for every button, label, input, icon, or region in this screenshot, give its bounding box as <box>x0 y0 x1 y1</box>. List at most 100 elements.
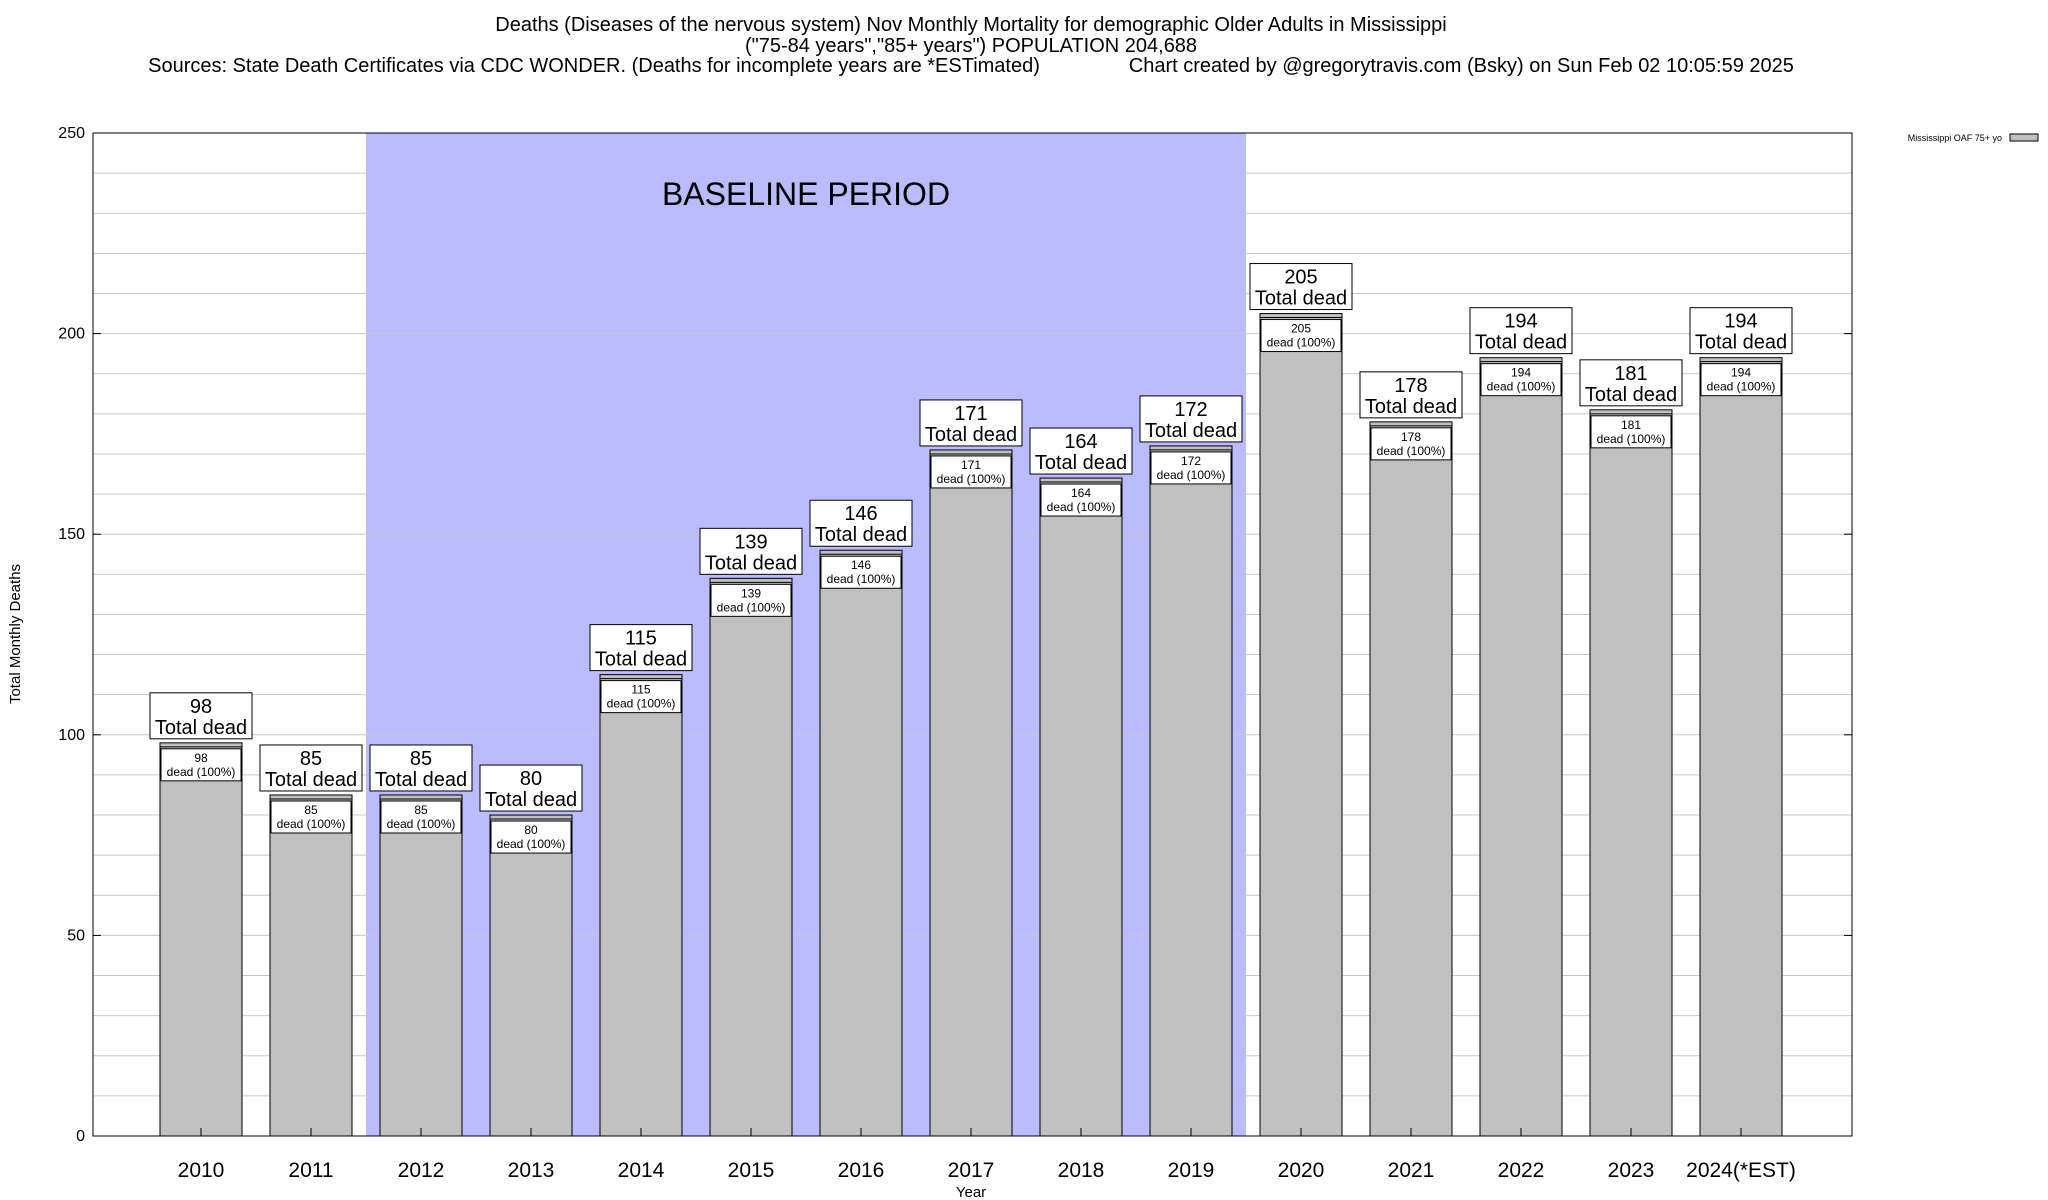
inner-value-label: 181 <box>1621 418 1641 432</box>
top-total-label: Total dead <box>705 552 797 574</box>
top-total-label: Total dead <box>155 717 247 739</box>
inner-value-label: 98 <box>194 751 208 765</box>
top-label-box <box>1689 307 1793 355</box>
inner-percent-label: dead (100%) <box>937 472 1006 486</box>
inner-value-label: 146 <box>851 558 871 572</box>
bar <box>489 814 573 1137</box>
y-tick-label: 50 <box>67 927 85 944</box>
top-value-label: 98 <box>190 696 212 718</box>
top-value-label: 115 <box>625 628 657 650</box>
x-tick-label: 2015 <box>728 1159 775 1182</box>
top-label-box <box>1469 307 1573 355</box>
x-tick-label: 2014 <box>618 1159 665 1182</box>
x-tick-label: 2023 <box>1608 1159 1655 1182</box>
y-tick-label: 100 <box>58 727 85 744</box>
inner-value-label: 178 <box>1401 430 1421 444</box>
top-value-label: 80 <box>520 768 542 790</box>
inner-percent-label: dead (100%) <box>1487 380 1556 394</box>
top-total-label: Total dead <box>1475 332 1567 354</box>
top-total-label: Total dead <box>595 649 687 671</box>
top-label-box <box>699 527 803 575</box>
inner-value-label: 85 <box>304 803 318 817</box>
x-tick-label: 2021 <box>1388 1159 1435 1182</box>
bar <box>159 742 243 1137</box>
top-value-label: 194 <box>1724 311 1757 333</box>
chart-subtitle: ("75-84 years","85+ years") POPULATION 2… <box>745 35 1197 57</box>
inner-percent-label: dead (100%) <box>167 765 236 779</box>
bar <box>819 549 903 1137</box>
top-total-label: Total dead <box>1255 288 1347 310</box>
inner-label-box <box>1260 319 1342 353</box>
top-total-label: Total dead <box>1365 396 1457 418</box>
bar <box>1479 357 1563 1137</box>
inner-percent-label: dead (100%) <box>1157 468 1226 482</box>
inner-percent-label: dead (100%) <box>1597 432 1666 446</box>
inner-label-box <box>1150 451 1232 485</box>
inner-percent-label: dead (100%) <box>1377 444 1446 458</box>
y-tick-label: 150 <box>58 526 85 543</box>
inner-value-label: 172 <box>1181 454 1201 468</box>
top-total-label: Total dead <box>1585 384 1677 406</box>
y-axis-label: Total Monthly Deaths <box>7 564 24 704</box>
top-value-label: 85 <box>300 748 322 770</box>
chart-title: Deaths (Diseases of the nervous system) … <box>495 14 1446 36</box>
top-label-box <box>809 499 913 547</box>
legend-swatch <box>2009 133 2039 142</box>
bar <box>929 449 1013 1137</box>
top-value-label: 194 <box>1504 311 1537 333</box>
inner-label-box <box>710 583 792 617</box>
inner-value-label: 85 <box>414 803 428 817</box>
x-tick-label: 2017 <box>948 1159 995 1182</box>
y-tick-label: 0 <box>76 1128 85 1145</box>
inner-value-label: 164 <box>1071 486 1091 500</box>
inner-label-box <box>1370 427 1452 461</box>
top-total-label: Total dead <box>1145 420 1237 442</box>
x-tick-label: 2012 <box>398 1159 445 1182</box>
x-axis-label: Year <box>956 1184 986 1200</box>
y-tick-label: 250 <box>58 125 85 142</box>
top-label-box <box>479 764 583 812</box>
bar <box>269 794 353 1137</box>
top-total-label: Total dead <box>925 424 1017 446</box>
top-total-label: Total dead <box>815 524 907 546</box>
inner-label-box <box>1040 483 1122 517</box>
inner-label-box <box>490 820 572 854</box>
bar <box>1699 357 1783 1137</box>
x-tick-label: 2020 <box>1278 1159 1325 1182</box>
inner-percent-label: dead (100%) <box>387 817 456 831</box>
inner-percent-label: dead (100%) <box>277 817 346 831</box>
bar <box>1149 445 1233 1137</box>
top-value-label: 146 <box>844 503 877 525</box>
top-total-label: Total dead <box>1695 332 1787 354</box>
top-label-box <box>149 692 253 740</box>
y-tick-label: 200 <box>58 326 85 343</box>
inner-label-box <box>1590 415 1672 449</box>
x-tick-label: 2016 <box>838 1159 885 1182</box>
inner-percent-label: dead (100%) <box>1047 500 1116 514</box>
bar <box>709 577 793 1137</box>
inner-value-label: 139 <box>741 586 761 600</box>
inner-percent-label: dead (100%) <box>1707 380 1776 394</box>
top-total-label: Total dead <box>265 769 357 791</box>
x-tick-label: 2010 <box>178 1159 225 1182</box>
inner-label-box <box>1700 363 1782 397</box>
top-value-label: 164 <box>1064 431 1097 453</box>
x-tick-label: 2024(*EST) <box>1686 1159 1796 1182</box>
chart-source-line: Sources: State Death Certificates via CD… <box>148 55 1794 77</box>
inner-value-label: 115 <box>631 683 650 697</box>
bar <box>599 674 683 1137</box>
x-tick-label: 2022 <box>1498 1159 1545 1182</box>
inner-label-box <box>380 800 462 834</box>
legend-label: Mississippi OAF 75+ yo <box>1908 133 2002 143</box>
baseline-period-label: BASELINE PERIOD <box>662 176 950 212</box>
top-value-label: 139 <box>734 531 767 553</box>
top-label-box <box>1359 371 1463 419</box>
top-label-box <box>1249 263 1353 311</box>
top-label-box <box>1579 359 1683 407</box>
inner-percent-label: dead (100%) <box>1267 336 1336 350</box>
top-label-box <box>369 744 473 792</box>
top-label-box <box>1029 427 1133 475</box>
bar <box>1039 477 1123 1137</box>
bar <box>1589 409 1673 1137</box>
top-label-box <box>589 624 693 672</box>
